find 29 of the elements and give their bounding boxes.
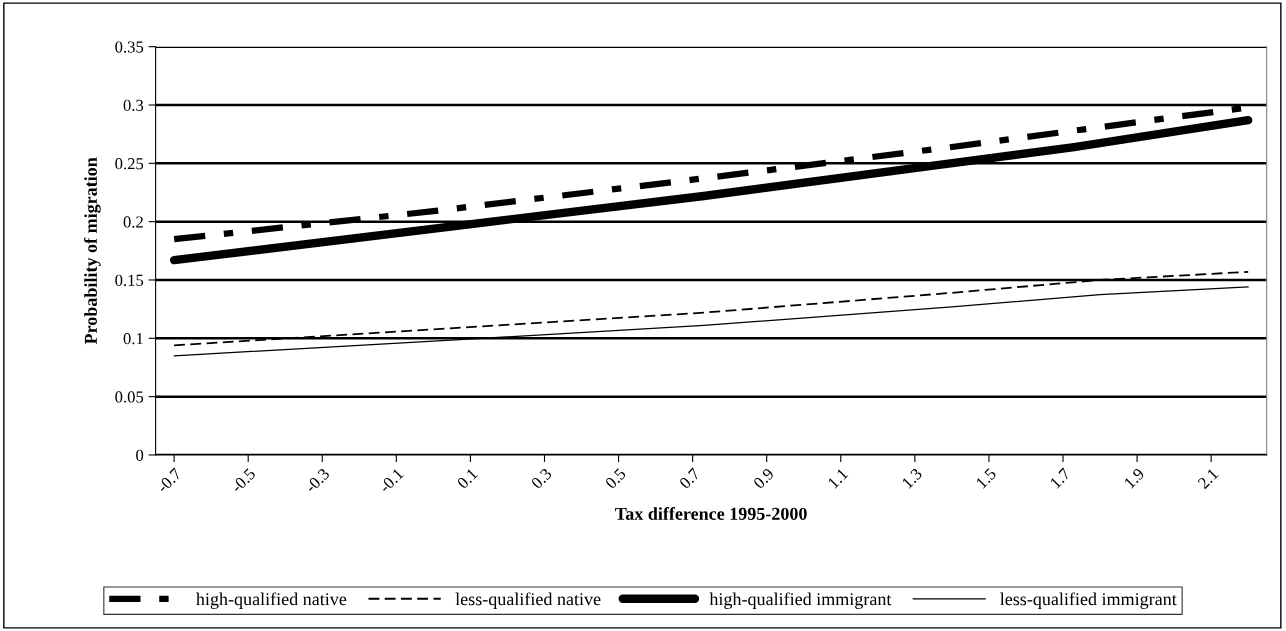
x-tick-label: 1.9	[1123, 467, 1145, 489]
y-tick-label: 0	[136, 449, 144, 461]
legend-label: high-qualified native	[196, 592, 347, 609]
legend-label: high-qualified immigrant	[709, 592, 892, 609]
y-tick-label: 0.15	[115, 274, 144, 286]
x-tick-label: 1.1	[827, 467, 849, 489]
x-tick-label: 0.9	[752, 467, 775, 490]
y-tick-label: 0.05	[115, 391, 144, 403]
y-tick-label: 0.2	[123, 216, 143, 228]
x-tick-label: 0.3	[530, 467, 553, 490]
x-tick-label: 0.1	[456, 467, 479, 490]
y-tick-label: 0.3	[123, 99, 144, 112]
x-tick-label: 0.5	[604, 467, 627, 490]
legend-label: less-qualified native	[455, 592, 601, 609]
y-tick-label: 0.1	[123, 333, 143, 345]
x-tick-label: 1.7	[1049, 467, 1072, 489]
x-tick-label: 1.3	[901, 467, 923, 489]
x-tick-label: 0.7	[678, 467, 701, 490]
legend-label: less-qualified immigrant	[1000, 592, 1177, 609]
x-tick-label: -0.1	[378, 467, 404, 494]
x-tick-label: -0.3	[304, 467, 331, 494]
x-tick-label: -0.5	[230, 467, 257, 494]
x-tick-label: 1.5	[975, 467, 997, 489]
y-tick-label: 0.35	[115, 41, 144, 53]
y-axis-title: Probability of migration	[84, 157, 101, 345]
x-tick-label: -0.7	[156, 467, 183, 494]
y-tick-label: 0.25	[115, 158, 144, 170]
x-axis-title: Tax difference 1995-2000	[615, 507, 807, 520]
x-tick-label: 2.1	[1197, 467, 1219, 490]
